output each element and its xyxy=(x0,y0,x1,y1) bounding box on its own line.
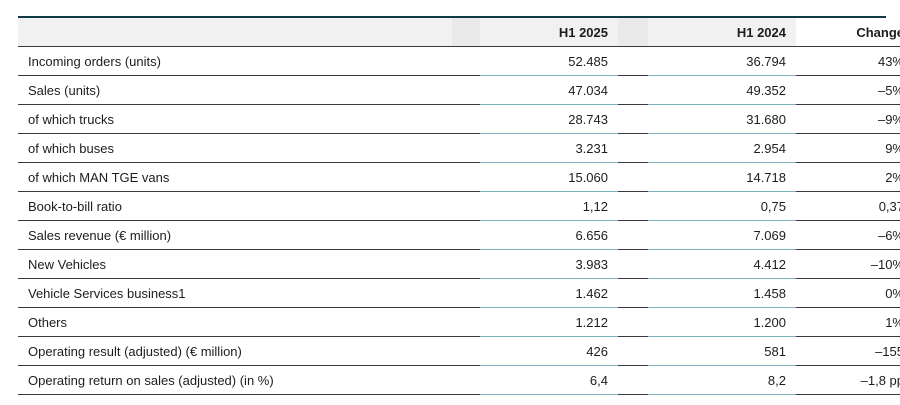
row-label: of which buses xyxy=(18,133,452,163)
value-current: 6.656 xyxy=(480,220,618,250)
key-figures-table: H1 2025 H1 2024 Change Incoming orders (… xyxy=(18,18,900,395)
value-change: –6% xyxy=(796,220,900,250)
table-header-row: H1 2025 H1 2024 Change xyxy=(18,18,900,47)
row-spacer xyxy=(452,278,480,308)
value-current: 3.983 xyxy=(480,249,618,279)
row-label: Operating return on sales (adjusted) (in… xyxy=(18,365,452,395)
value-change: 2% xyxy=(796,162,900,192)
header-label-column xyxy=(18,18,452,47)
key-figures-table-container: H1 2025 H1 2024 Change Incoming orders (… xyxy=(18,16,900,395)
row-spacer xyxy=(618,104,648,134)
header-change: Change xyxy=(796,18,900,47)
row-spacer xyxy=(618,75,648,105)
row-spacer xyxy=(452,249,480,279)
value-current: 28.743 xyxy=(480,104,618,134)
value-current: 3.231 xyxy=(480,133,618,163)
value-change: –9% xyxy=(796,104,900,134)
value-previous: 1.458 xyxy=(648,278,796,308)
row-spacer xyxy=(618,191,648,221)
value-previous: 36.794 xyxy=(648,46,796,76)
row-spacer xyxy=(452,46,480,76)
value-current: 1.462 xyxy=(480,278,618,308)
value-current: 15.060 xyxy=(480,162,618,192)
value-previous: 8,2 xyxy=(648,365,796,395)
row-spacer xyxy=(618,278,648,308)
row-spacer xyxy=(452,191,480,221)
row-spacer xyxy=(618,365,648,395)
value-previous: 49.352 xyxy=(648,75,796,105)
row-spacer xyxy=(452,104,480,134)
value-previous: 1.200 xyxy=(648,307,796,337)
row-label: Operating result (adjusted) (€ million) xyxy=(18,336,452,366)
row-label: of which trucks xyxy=(18,104,452,134)
header-current-period: H1 2025 xyxy=(480,18,618,47)
table-row: Sales (units) 47.034 49.352–5% xyxy=(18,75,900,105)
row-label: Others xyxy=(18,307,452,337)
table-row: New Vehicles 3.983 4.412–10% xyxy=(18,249,900,279)
value-current: 6,4 xyxy=(480,365,618,395)
row-spacer xyxy=(618,46,648,76)
table-row: Book-to-bill ratio 1,12 0,750,37 xyxy=(18,191,900,221)
value-change: 0,37 xyxy=(796,191,900,221)
row-spacer xyxy=(452,307,480,337)
row-label: Sales (units) xyxy=(18,75,452,105)
value-change: –10% xyxy=(796,249,900,279)
row-spacer xyxy=(452,162,480,192)
row-spacer xyxy=(618,249,648,279)
row-spacer xyxy=(618,162,648,192)
table-top-rule xyxy=(18,16,886,18)
value-previous: 7.069 xyxy=(648,220,796,250)
row-spacer xyxy=(618,307,648,337)
value-previous: 2.954 xyxy=(648,133,796,163)
row-label: of which MAN TGE vans xyxy=(18,162,452,192)
row-spacer xyxy=(618,220,648,250)
header-previous-period: H1 2024 xyxy=(648,18,796,47)
header-spacer xyxy=(452,18,480,47)
value-change: –155 xyxy=(796,336,900,366)
row-spacer xyxy=(618,336,648,366)
value-current: 1.212 xyxy=(480,307,618,337)
row-spacer xyxy=(452,365,480,395)
value-previous: 581 xyxy=(648,336,796,366)
row-spacer xyxy=(452,336,480,366)
row-spacer xyxy=(618,133,648,163)
value-previous: 14.718 xyxy=(648,162,796,192)
table-row: Sales revenue (€ million) 6.656 7.069–6% xyxy=(18,220,900,250)
table-body: Incoming orders (units)52.48536.79443%Sa… xyxy=(18,46,900,395)
row-label: Book-to-bill ratio xyxy=(18,191,452,221)
value-previous: 0,75 xyxy=(648,191,796,221)
value-current: 426 xyxy=(480,336,618,366)
table-row: Operating return on sales (adjusted) (in… xyxy=(18,365,900,395)
value-change: –1,8 pp xyxy=(796,365,900,395)
value-current: 47.034 xyxy=(480,75,618,105)
row-spacer xyxy=(452,133,480,163)
row-spacer xyxy=(452,75,480,105)
value-previous: 4.412 xyxy=(648,249,796,279)
table-row: Operating result (adjusted) (€ million) 4… xyxy=(18,336,900,366)
table-row: of which trucks 28.743 31.680–9% xyxy=(18,104,900,134)
row-label: New Vehicles xyxy=(18,249,452,279)
value-change: 0% xyxy=(796,278,900,308)
value-change: 9% xyxy=(796,133,900,163)
row-label: Sales revenue (€ million) xyxy=(18,220,452,250)
value-change: 1% xyxy=(796,307,900,337)
value-change: 43% xyxy=(796,46,900,76)
row-spacer xyxy=(452,220,480,250)
row-label: Incoming orders (units) xyxy=(18,46,452,76)
value-previous: 31.680 xyxy=(648,104,796,134)
header-spacer xyxy=(618,18,648,47)
value-current: 1,12 xyxy=(480,191,618,221)
row-label: Vehicle Services business1 xyxy=(18,278,452,308)
value-current: 52.485 xyxy=(480,46,618,76)
value-change: –5% xyxy=(796,75,900,105)
